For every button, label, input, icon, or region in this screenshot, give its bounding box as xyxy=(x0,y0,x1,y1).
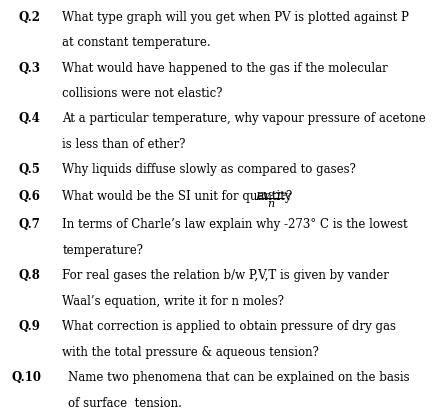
Text: At a particular temperature, why vapour pressure of acetone: At a particular temperature, why vapour … xyxy=(62,112,426,126)
Text: Q.2: Q.2 xyxy=(19,11,41,24)
Text: What would be the SI unit for quantity: What would be the SI unit for quantity xyxy=(62,190,292,203)
Text: Q.5: Q.5 xyxy=(19,164,41,176)
Text: Q.9: Q.9 xyxy=(19,320,41,333)
Text: temperature?: temperature? xyxy=(62,244,143,257)
Text: Q.10: Q.10 xyxy=(12,371,42,384)
Text: of surface  tension.: of surface tension. xyxy=(68,396,181,410)
Text: Q.3: Q.3 xyxy=(19,62,41,75)
Text: at constant temperature.: at constant temperature. xyxy=(62,36,211,49)
Text: n: n xyxy=(268,199,275,209)
Text: Q.6: Q.6 xyxy=(19,190,41,203)
Text: Q.8: Q.8 xyxy=(19,269,41,282)
Text: with the total pressure & aqueous tension?: with the total pressure & aqueous tensio… xyxy=(62,346,319,358)
Text: Waal’s equation, write it for n moles?: Waal’s equation, write it for n moles? xyxy=(62,295,284,308)
Text: Q.7: Q.7 xyxy=(19,218,41,231)
Text: ?: ? xyxy=(285,190,291,203)
Text: What type graph will you get when PV is plotted against P: What type graph will you get when PV is … xyxy=(62,11,409,24)
Text: PV²T²: PV²T² xyxy=(255,192,287,202)
Text: What correction is applied to obtain pressure of dry gas: What correction is applied to obtain pre… xyxy=(62,320,396,333)
Text: In terms of Charle’s law explain why -273° C is the lowest: In terms of Charle’s law explain why -27… xyxy=(62,218,408,231)
Text: For real gases the relation b/w P,V,T is given by vander: For real gases the relation b/w P,V,T is… xyxy=(62,269,389,282)
Text: is less than of ether?: is less than of ether? xyxy=(62,138,186,151)
Text: Name two phenomena that can be explained on the basis: Name two phenomena that can be explained… xyxy=(68,371,409,384)
Text: Why liquids diffuse slowly as compared to gases?: Why liquids diffuse slowly as compared t… xyxy=(62,164,356,176)
Text: Q.4: Q.4 xyxy=(19,112,41,126)
Text: collisions were not elastic?: collisions were not elastic? xyxy=(62,87,223,100)
Text: What would have happened to the gas if the molecular: What would have happened to the gas if t… xyxy=(62,62,388,75)
